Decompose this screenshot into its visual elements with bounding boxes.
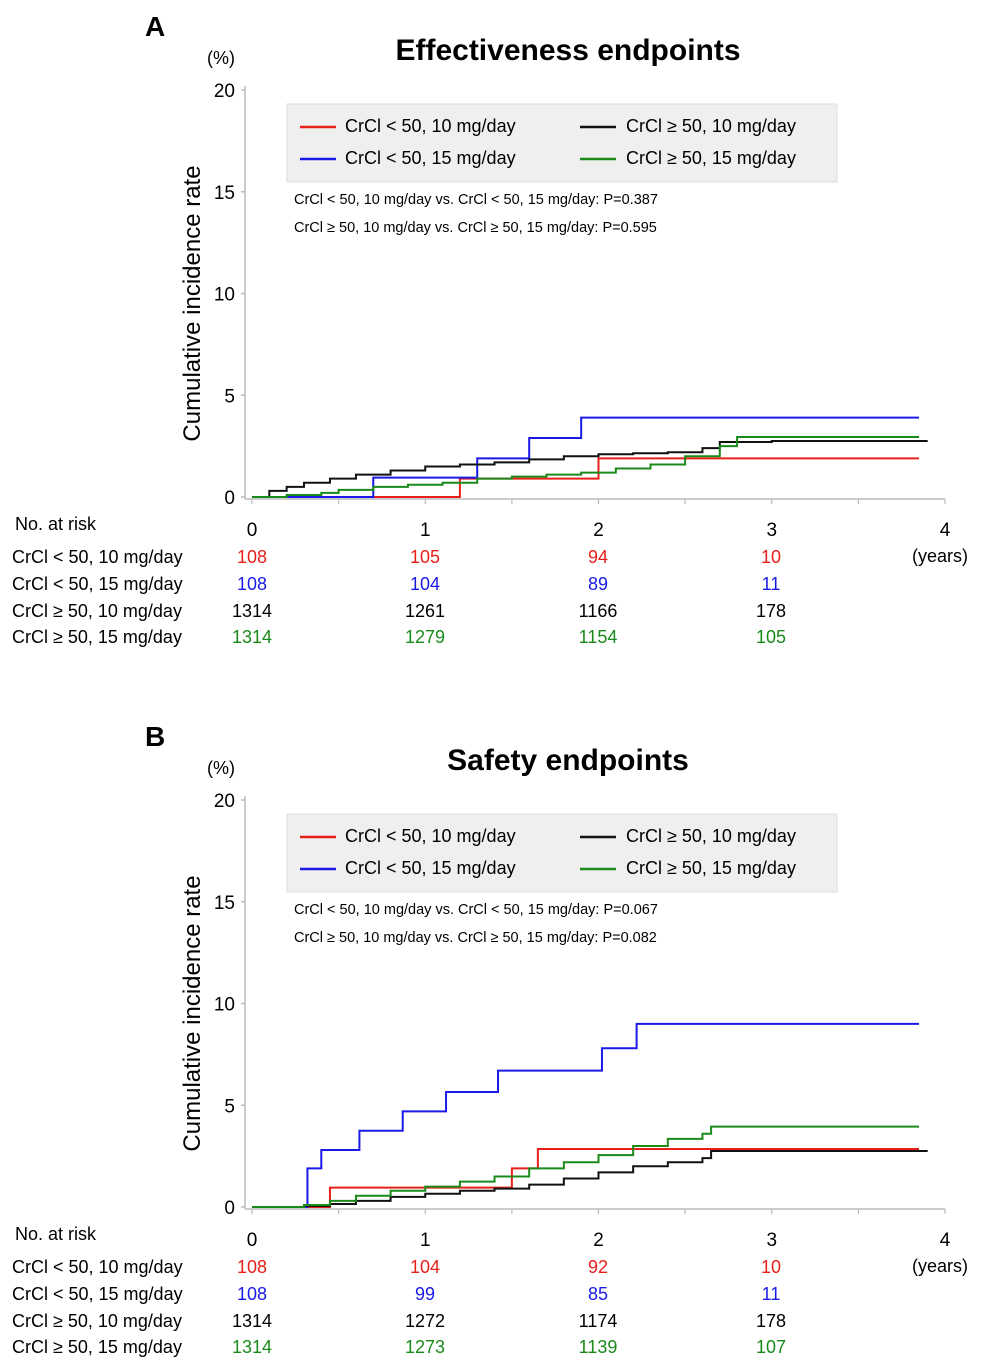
series-line-1: [252, 1022, 920, 1208]
y-tick-label: 20: [214, 791, 235, 812]
series-line-0: [252, 457, 920, 498]
legend-box: [286, 103, 838, 183]
x-tick-label: 2: [593, 1230, 604, 1251]
p-value-text: CrCl ≥ 50, 10 mg/day vs. CrCl ≥ 50, 15 m…: [294, 930, 657, 946]
risk-count: 178: [756, 601, 786, 621]
risk-count: 1314: [232, 1337, 272, 1357]
risk-row-label: CrCl ≥ 50, 15 mg/day: [12, 627, 182, 647]
x-unit-label: (years): [912, 546, 968, 566]
risk-count: 1139: [579, 1337, 618, 1357]
p-value-text: CrCl < 50, 10 mg/day vs. CrCl < 50, 15 m…: [294, 192, 658, 208]
x-tick-label: 1: [420, 1230, 431, 1251]
y-tick-label: 15: [214, 893, 235, 914]
legend-entry: CrCl < 50, 10 mg/day: [345, 116, 516, 136]
risk-count: 107: [756, 1337, 786, 1357]
x-tick-label: 0: [247, 1230, 258, 1251]
p-value-text: CrCl < 50, 10 mg/day vs. CrCl < 50, 15 m…: [294, 902, 658, 918]
y-axis-label: Cumulative incidence rate: [179, 875, 206, 1151]
y-tick-label: 20: [214, 81, 235, 102]
y-tick-label: 0: [224, 1198, 235, 1219]
x-tick-label: 0: [247, 520, 258, 541]
y-tick-label: 10: [214, 995, 235, 1016]
chart-title: Effectiveness endpoints: [395, 34, 740, 67]
x-tick-label: 4: [940, 520, 951, 541]
risk-count: 1166: [579, 601, 618, 621]
legend-entry: CrCl < 50, 15 mg/day: [345, 858, 516, 878]
risk-row-label: CrCl ≥ 50, 10 mg/day: [12, 601, 182, 621]
p-value-text: CrCl ≥ 50, 10 mg/day vs. CrCl ≥ 50, 15 m…: [294, 220, 657, 236]
risk-count: 1154: [579, 627, 618, 647]
risk-count: 105: [756, 627, 786, 647]
legend-entry: CrCl < 50, 15 mg/day: [345, 148, 516, 168]
legend-entry: CrCl < 50, 10 mg/day: [345, 826, 516, 846]
risk-count: 1261: [405, 601, 445, 621]
chart-panel-effectiveness: A Effectiveness endpoints (%) Cumulative in…: [12, 11, 968, 647]
legend-entry: CrCl ≥ 50, 10 mg/day: [626, 826, 796, 846]
risk-count: 108: [237, 1257, 267, 1277]
y-unit-label: (%): [207, 48, 235, 68]
risk-row-label: CrCl < 50, 10 mg/day: [12, 547, 183, 567]
risk-row-label: CrCl ≥ 50, 15 mg/day: [12, 1337, 182, 1357]
risk-count: 1314: [232, 601, 272, 621]
risk-row-label: CrCl < 50, 15 mg/day: [12, 574, 183, 594]
y-tick-label: 15: [214, 183, 235, 204]
risk-table-header: No. at risk: [15, 514, 97, 534]
risk-count: 10: [761, 1257, 781, 1277]
y-tick-label: 5: [224, 386, 235, 407]
series-line-3: [252, 435, 920, 498]
x-tick-label: 3: [766, 1230, 777, 1251]
x-unit-label: (years): [912, 1256, 968, 1276]
chart-title: Safety endpoints: [447, 744, 689, 777]
legend-entry: CrCl ≥ 50, 15 mg/day: [626, 148, 796, 168]
y-tick-label: 10: [214, 285, 235, 306]
risk-count: 178: [756, 1311, 786, 1331]
risk-count: 11: [762, 574, 781, 594]
risk-count: 104: [410, 1257, 440, 1277]
risk-count: 105: [410, 547, 440, 567]
risk-count: 11: [762, 1284, 781, 1304]
x-tick-label: 3: [766, 520, 777, 541]
chart-panel-safety: B Safety endpoints (%) Cumulative incidence…: [12, 721, 968, 1357]
risk-row-label: CrCl ≥ 50, 10 mg/day: [12, 1311, 182, 1331]
series-line-2: [252, 440, 928, 498]
legend-entry: CrCl ≥ 50, 15 mg/day: [626, 858, 796, 878]
risk-count: 1272: [405, 1311, 445, 1331]
series-line-2: [252, 1150, 928, 1208]
x-tick-label: 4: [940, 1230, 951, 1251]
risk-count: 10: [761, 547, 781, 567]
x-tick-label: 2: [593, 520, 604, 541]
risk-count: 1314: [232, 1311, 272, 1331]
risk-count: 108: [237, 574, 267, 594]
legend-box: [286, 813, 838, 893]
y-tick-label: 5: [224, 1096, 235, 1117]
panel-label: A: [145, 11, 165, 42]
risk-row-label: CrCl < 50, 10 mg/day: [12, 1257, 183, 1277]
risk-count: 85: [588, 1284, 608, 1304]
risk-count: 108: [237, 547, 267, 567]
legend-entry: CrCl ≥ 50, 10 mg/day: [626, 116, 796, 136]
risk-count: 1279: [405, 627, 445, 647]
x-tick-label: 1: [420, 520, 431, 541]
risk-count: 92: [588, 1257, 608, 1277]
y-axis-label: Cumulative incidence rate: [179, 165, 206, 441]
risk-count: 94: [588, 547, 608, 567]
y-tick-label: 0: [224, 488, 235, 509]
risk-count: 89: [588, 574, 608, 594]
y-unit-label: (%): [207, 758, 235, 778]
risk-count: 99: [415, 1284, 435, 1304]
risk-count: 104: [410, 574, 440, 594]
series-line-3: [252, 1125, 920, 1208]
risk-count: 1314: [232, 627, 272, 647]
panel-label: B: [145, 721, 165, 752]
risk-row-label: CrCl < 50, 15 mg/day: [12, 1284, 183, 1304]
series-line-1: [252, 416, 920, 498]
risk-count: 108: [237, 1284, 267, 1304]
risk-table-header: No. at risk: [15, 1224, 97, 1244]
risk-count: 1273: [405, 1337, 445, 1357]
risk-count: 1174: [579, 1311, 618, 1331]
